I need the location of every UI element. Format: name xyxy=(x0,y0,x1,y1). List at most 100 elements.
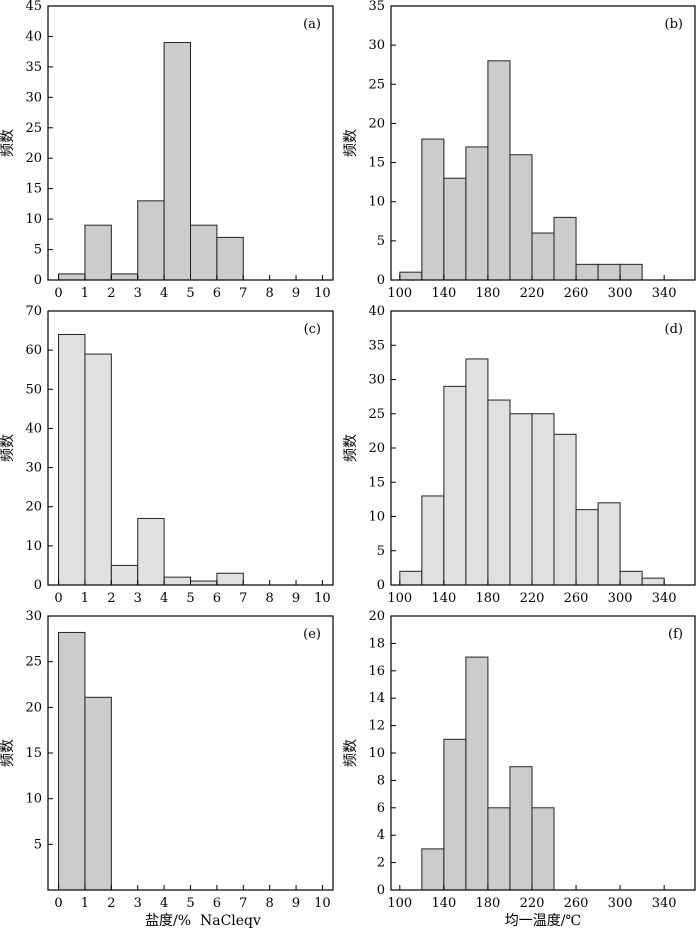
x-tick-label: 10 xyxy=(314,286,331,301)
x-tick-label: 4 xyxy=(160,591,168,606)
histogram-bar xyxy=(58,631,86,891)
x-tick-label: 3 xyxy=(134,896,142,911)
panel-label: (e) xyxy=(303,627,321,642)
y-tick-label: 20 xyxy=(25,700,42,715)
y-tick-label: 20 xyxy=(25,500,42,515)
x-tick-label: 7 xyxy=(239,896,247,911)
histogram-bar xyxy=(443,177,467,281)
y-tick-label: 5 xyxy=(34,243,42,258)
histogram-bar xyxy=(110,564,139,586)
y-axis-title: 频数 xyxy=(0,739,16,767)
x-tick-label: 8 xyxy=(266,286,274,301)
y-tick-label: 16 xyxy=(368,664,385,679)
y-tick-label: 10 xyxy=(25,792,42,807)
histogram-bar xyxy=(216,572,244,586)
x-tick-label: 340 xyxy=(652,286,677,301)
y-tick-label: 10 xyxy=(368,195,385,210)
y-tick-label: 15 xyxy=(25,746,42,761)
histogram-bar xyxy=(531,807,555,891)
y-tick-label: 0 xyxy=(377,883,385,898)
x-tick-label: 1 xyxy=(81,896,89,911)
y-tick-label: 0 xyxy=(34,273,42,288)
x-tick-label: 10 xyxy=(314,896,331,911)
y-tick-label: 40 xyxy=(368,304,385,319)
histogram-bar xyxy=(84,353,112,586)
y-tick-label: 35 xyxy=(368,338,385,353)
x-axis-title: 均一温度/℃ xyxy=(505,913,581,929)
y-tick-label: 35 xyxy=(368,0,385,14)
y-tick-label: 5 xyxy=(377,544,385,559)
plot-frame xyxy=(390,5,696,281)
histogram-bar xyxy=(465,656,489,891)
x-tick-label: 100 xyxy=(387,591,412,606)
histogram-bar xyxy=(399,271,423,281)
histogram-bar xyxy=(597,502,621,586)
y-tick-label: 40 xyxy=(25,29,42,44)
histogram-bar xyxy=(163,576,192,586)
y-tick-label: 20 xyxy=(368,116,385,131)
x-tick-label: 1 xyxy=(81,591,89,606)
x-tick-label: 180 xyxy=(476,286,501,301)
x-tick-label: 3 xyxy=(134,591,142,606)
y-axis-title: 频数 xyxy=(343,434,359,462)
x-tick-label: 10 xyxy=(314,591,331,606)
y-tick-label: 30 xyxy=(368,373,385,388)
x-tick-label: 9 xyxy=(292,591,300,606)
histogram-panel: 0 5 10 15 20 25 30 35 100 140 180 220 260 300 340 (b) 频数 xyxy=(343,0,696,301)
x-tick-label: 340 xyxy=(652,591,677,606)
y-tick-label: 35 xyxy=(25,60,42,75)
histogram-bar xyxy=(421,495,445,586)
histogram-bar xyxy=(575,263,599,281)
y-tick-label: 8 xyxy=(377,773,385,788)
y-tick-label: 40 xyxy=(25,421,42,436)
histogram-bar xyxy=(597,263,621,281)
panel-label: (c) xyxy=(304,322,321,337)
histogram-bar xyxy=(465,358,489,586)
histogram-bar xyxy=(553,433,577,586)
histogram-bar xyxy=(137,517,165,586)
y-tick-label: 60 xyxy=(25,343,42,358)
x-tick-label: 0 xyxy=(54,591,62,606)
x-tick-label: 1 xyxy=(81,286,89,301)
histogram-panel: 0 5 10 15 20 25 30 35 40 100 140 180 220 260 300 340 (d)… xyxy=(343,304,696,606)
x-tick-label: 8 xyxy=(266,896,274,911)
y-tick-label: 25 xyxy=(25,121,42,136)
x-tick-label: 140 xyxy=(431,591,456,606)
x-tick-label: 300 xyxy=(608,591,633,606)
x-tick-label: 100 xyxy=(387,286,412,301)
x-tick-label: 4 xyxy=(160,286,168,301)
y-tick-label: 2 xyxy=(377,856,385,871)
x-tick-label: 260 xyxy=(564,591,589,606)
histogram-bar xyxy=(58,333,86,586)
y-tick-label: 0 xyxy=(34,578,42,593)
x-tick-label: 260 xyxy=(564,286,589,301)
x-tick-label: 3 xyxy=(134,286,142,301)
x-tick-label: 6 xyxy=(213,591,221,606)
x-tick-label: 300 xyxy=(608,896,633,911)
y-tick-label: 15 xyxy=(25,182,42,197)
x-tick-label: 5 xyxy=(186,896,194,911)
x-tick-label: 8 xyxy=(266,591,274,606)
x-tick-label: 100 xyxy=(387,896,412,911)
x-tick-label: 0 xyxy=(54,896,62,911)
y-axis-title: 频数 xyxy=(0,434,16,462)
x-tick-label: 2 xyxy=(107,896,115,911)
y-tick-label: 25 xyxy=(368,407,385,422)
y-tick-label: 20 xyxy=(368,441,385,456)
x-tick-label: 5 xyxy=(186,591,194,606)
histogram-bar xyxy=(443,738,467,891)
x-tick-label: 6 xyxy=(213,896,221,911)
histogram-bar xyxy=(84,224,112,281)
histogram-bar xyxy=(443,385,467,586)
y-tick-label: 10 xyxy=(368,510,385,525)
histogram-bar xyxy=(58,273,86,281)
y-tick-label: 0 xyxy=(377,578,385,593)
x-tick-label: 7 xyxy=(239,591,247,606)
histogram-bar xyxy=(163,42,192,281)
x-tick-label: 220 xyxy=(520,591,545,606)
y-tick-label: 12 xyxy=(368,719,385,734)
y-tick-label: 0 xyxy=(377,273,385,288)
histogram-bar xyxy=(487,807,511,891)
